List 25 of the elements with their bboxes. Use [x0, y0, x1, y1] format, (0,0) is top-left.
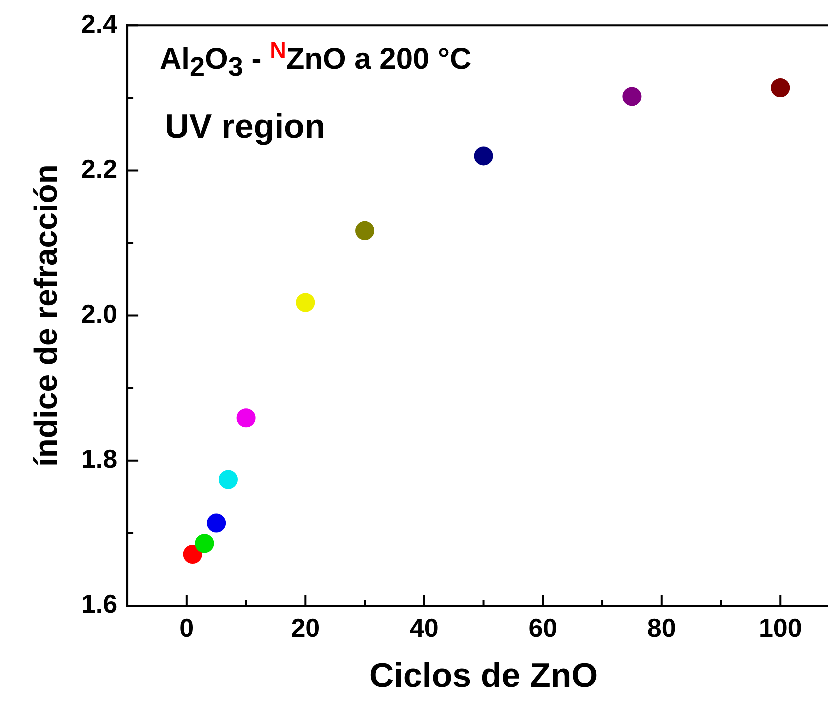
x-tick-label: 0: [180, 612, 194, 643]
x-tick-label: 20: [291, 612, 320, 643]
point: [236, 408, 256, 428]
point: [474, 146, 494, 166]
x-tick-label: 100: [758, 612, 802, 643]
x-tick-label: 60: [528, 612, 558, 643]
x-tick-label: 80: [647, 612, 676, 643]
point: [296, 293, 316, 312]
point: [622, 87, 642, 106]
x-tick-label: 40: [410, 612, 439, 643]
point: [356, 221, 375, 240]
point: [207, 514, 226, 533]
point: [183, 544, 202, 564]
point: [771, 78, 790, 98]
y-tick-label: 1.8: [81, 444, 118, 474]
y-tick-label: 2.2: [81, 154, 118, 184]
point: [218, 470, 238, 490]
y-tick-label: 2.0: [81, 298, 118, 329]
point: [195, 534, 214, 554]
y-tick-label: 2.4: [81, 8, 118, 39]
y-tick-label: 1.6: [81, 589, 118, 620]
x-axis-title: Ciclos de ZnO: [369, 656, 598, 695]
y-axis-title: índice de refracción: [28, 164, 64, 467]
annotation: UV region: [165, 108, 326, 147]
annotation: Al$_{2}$O$_{3}$ - $^{N}$ZnO a 200 °C: [160, 38, 472, 83]
